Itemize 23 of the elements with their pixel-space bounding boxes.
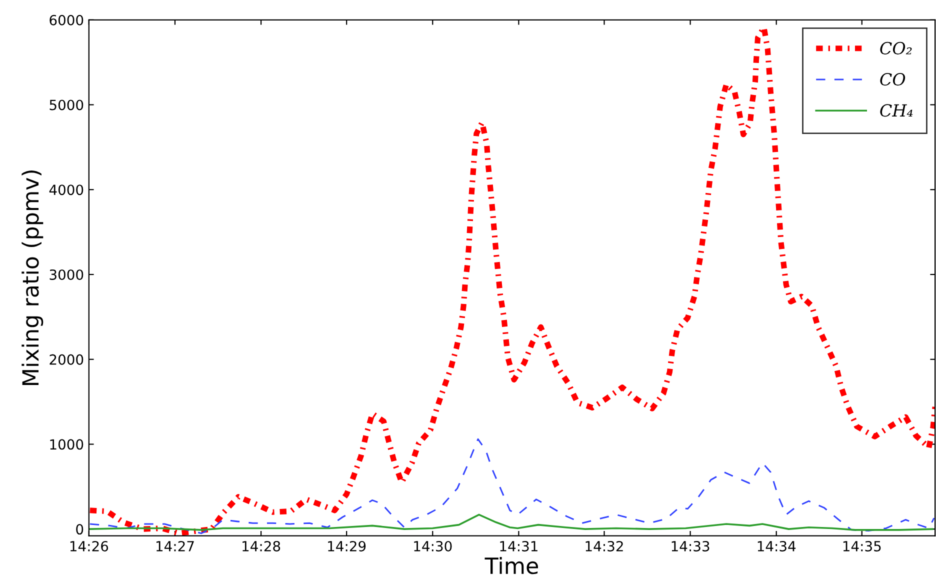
y-tick-label: 5000 (50, 100, 84, 110)
y-tick-label: 1000 (50, 439, 84, 450)
line-series (89, 514, 934, 531)
x-tick-label: 14:32 (586, 540, 623, 552)
y-axis-title: Mixing ratio (ppmv) (22, 170, 44, 385)
x-tick-label: 14:28 (242, 540, 280, 552)
x-tick-label: 14:26 (70, 540, 108, 552)
legend-label: CO (880, 72, 906, 86)
y-tick-label: 0 (76, 524, 84, 535)
x-tick-label: 14:27 (156, 540, 194, 552)
x-tick-label: 14:33 (672, 540, 710, 552)
x-tick-label: 14:31 (500, 540, 538, 552)
legend-label: CO₂ (880, 42, 912, 54)
y-tick-label: 3000 (50, 269, 84, 280)
legend-label: CH₄ (880, 104, 913, 117)
x-tick-label: 14:30 (414, 540, 452, 552)
x-axis-title: Time (484, 556, 538, 574)
x-tick-label: 14:34 (758, 540, 796, 552)
x-tick-label: 14:35 (843, 540, 881, 552)
y-tick-label: 2000 (50, 354, 84, 365)
y-tick-label: 6000 (50, 14, 84, 26)
y-tick-label: 4000 (49, 184, 84, 196)
x-tick-label: 14:29 (328, 540, 366, 552)
